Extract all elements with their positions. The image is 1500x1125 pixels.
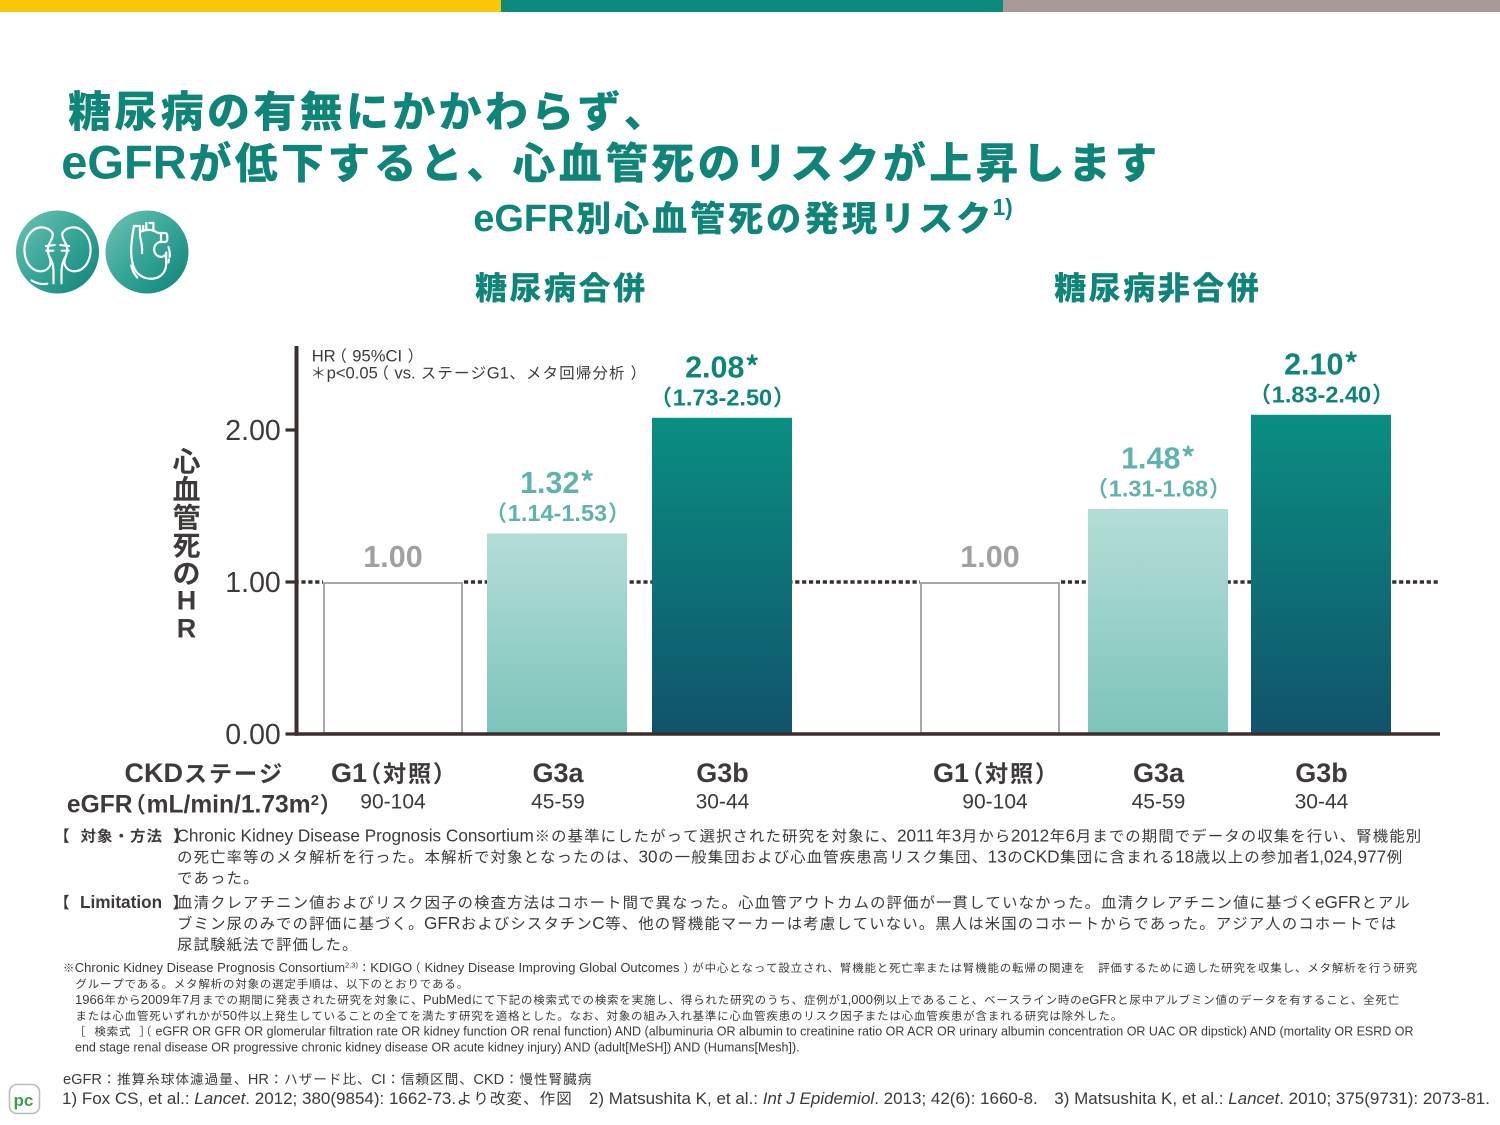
svg-text:1.83-2.40: 1.83-2.40 (1272, 381, 1371, 407)
svg-text:mL/min/1.73m: mL/min/1.73m (147, 792, 311, 819)
svg-text:. 2013; 42(6): 1660-8.: . 2013; 42(6): 1660-8. (874, 1089, 1038, 1108)
svg-text:G3b: G3b (1295, 758, 1348, 788)
svg-text:30-44: 30-44 (1295, 791, 1349, 814)
svg-text:45-59: 45-59 (531, 791, 585, 814)
svg-text:GFR: GFR (424, 913, 460, 933)
svg-text:6: 6 (1066, 826, 1076, 846)
svg-text:1): 1) (993, 194, 1013, 220)
svg-text:Chronic Kidney Disease Prognos: Chronic Kidney Disease Prognosis Consort… (75, 960, 345, 975)
svg-text:1) Fox CS, et al.:: 1) Fox CS, et al.: (62, 1089, 190, 1108)
svg-text:CKD: CKD (125, 758, 184, 788)
svg-text:Lancet: Lancet (194, 1089, 246, 1108)
svg-text:eGFR: eGFR (67, 792, 133, 819)
svg-text:R: R (177, 614, 197, 644)
svg-text:95%CI: 95%CI (352, 347, 402, 366)
svg-text:H: H (177, 586, 197, 616)
svg-text:7: 7 (182, 992, 189, 1007)
svg-text:2: 2 (311, 793, 319, 809)
svg-text:CI: CI (371, 1072, 386, 1088)
svg-text:1.32: 1.32 (520, 466, 579, 500)
svg-text:2.10: 2.10 (1284, 347, 1343, 381)
svg-text:2009: 2009 (141, 992, 170, 1007)
svg-text:2011: 2011 (897, 826, 934, 846)
svg-text:eGFR: eGFR (473, 198, 574, 240)
svg-text:KDIGO: KDIGO (370, 960, 412, 975)
svg-text:G3a: G3a (533, 758, 585, 788)
svg-text:G1: G1 (933, 758, 969, 788)
svg-text:1,000: 1,000 (840, 992, 873, 1007)
svg-text:2,3): 2,3) (345, 961, 358, 970)
svg-text:eGFR: eGFR (1082, 992, 1117, 1007)
svg-text:G1: G1 (487, 364, 509, 383)
svg-text:50: 50 (223, 1008, 237, 1023)
svg-text:HR: HR (248, 1072, 269, 1088)
svg-text:Kidney Disease Improving Globa: Kidney Disease Improving Global Outcomes (425, 960, 681, 975)
svg-text:G1: G1 (331, 758, 367, 788)
svg-text:3: 3 (952, 826, 962, 846)
svg-text:1.48: 1.48 (1121, 442, 1180, 476)
svg-text:1.31-1.68: 1.31-1.68 (1109, 476, 1208, 502)
svg-text:1.00: 1.00 (960, 540, 1019, 574)
svg-text:30-44: 30-44 (696, 791, 750, 814)
svg-text:eGFR: eGFR (63, 1072, 102, 1088)
svg-text:G3a: G3a (1133, 758, 1185, 788)
svg-text:p<0.05: p<0.05 (327, 364, 378, 383)
svg-text:2.08: 2.08 (685, 350, 744, 384)
svg-text:PubMed: PubMed (423, 992, 471, 1007)
svg-text:. 2012; 380(9854): 1662-73.: . 2012; 380(9854): 1662-73. (245, 1089, 456, 1108)
svg-text:vs.: vs. (394, 364, 415, 383)
svg-text:30: 30 (639, 847, 658, 867)
svg-text:2) Matsushita K, et al.:: 2) Matsushita K, et al.: (589, 1089, 758, 1108)
svg-text:CKD: CKD (1023, 847, 1059, 867)
svg-text:Lancet: Lancet (1228, 1089, 1280, 1108)
svg-text:eGFR: eGFR (1315, 892, 1361, 912)
svg-text:Int J Epidemiol: Int J Epidemiol (763, 1089, 876, 1108)
svg-text:2012: 2012 (1011, 826, 1049, 846)
svg-text:C: C (592, 913, 604, 933)
svg-text:1.00: 1.00 (363, 540, 422, 574)
svg-text:eGFR: eGFR (61, 136, 186, 189)
svg-text:45-59: 45-59 (1132, 791, 1186, 814)
svg-text:pc: pc (14, 1091, 34, 1110)
svg-text:0.00: 0.00 (225, 719, 280, 751)
svg-text:1,024,977: 1,024,977 (1310, 847, 1386, 867)
svg-text:1.00: 1.00 (225, 567, 280, 599)
svg-text:HR: HR (312, 347, 336, 366)
svg-text:90-104: 90-104 (360, 791, 426, 814)
svg-text:13: 13 (988, 847, 1007, 867)
svg-text:2.00: 2.00 (225, 415, 280, 447)
svg-text:1966: 1966 (75, 992, 104, 1007)
svg-text:G3b: G3b (696, 758, 749, 788)
svg-text:1.73-2.50: 1.73-2.50 (673, 384, 772, 410)
svg-text:. 2010; 375(9731): 2073-81.: . 2010; 375(9731): 2073-81. (1279, 1089, 1490, 1108)
svg-text:CKD: CKD (473, 1072, 504, 1088)
svg-text:Chronic Kidney Disease Prognos: Chronic Kidney Disease Prognosis Consort… (177, 826, 534, 846)
svg-text:eGFR OR GFR OR glomerular filt: eGFR OR GFR OR glomerular filtration rat… (156, 1025, 1414, 1039)
svg-text:1.14-1.53: 1.14-1.53 (508, 500, 607, 526)
svg-text:end stage renal disease OR pro: end stage renal disease OR progressive c… (75, 1041, 800, 1055)
svg-text:18: 18 (1175, 847, 1194, 867)
svg-text:Limitation: Limitation (80, 892, 162, 912)
svg-text:90-104: 90-104 (962, 791, 1028, 814)
svg-text:3) Matsushita K, et al.:: 3) Matsushita K, et al.: (1054, 1089, 1223, 1108)
